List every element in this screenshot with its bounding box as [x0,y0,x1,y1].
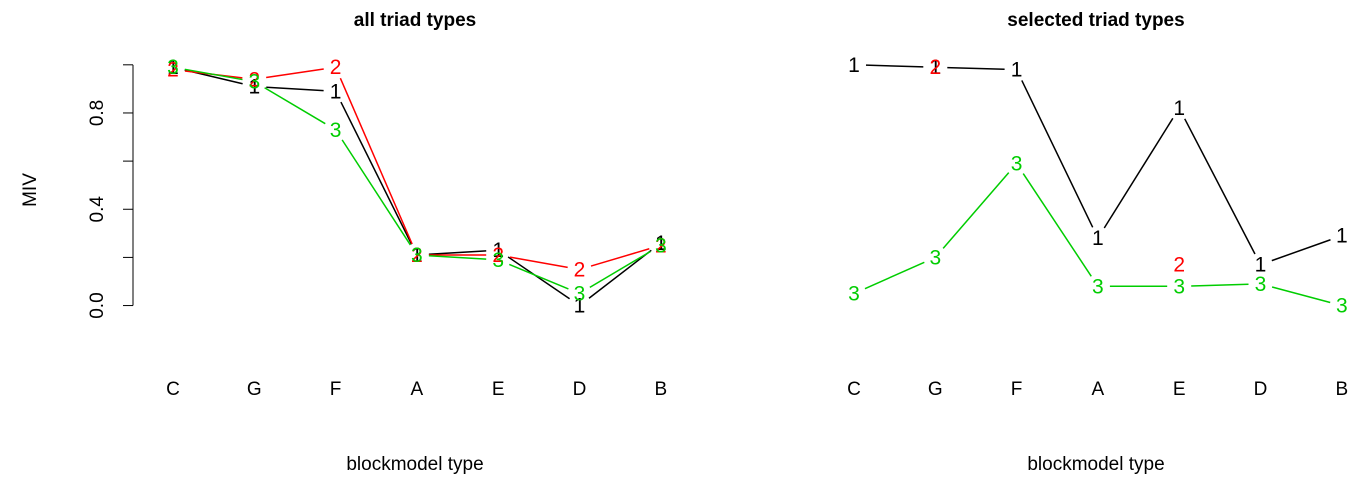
chart-panel-all-triad-types: all triad types blockmodel type MIV 0.00… [20,10,667,475]
data-point-2: 2 [574,258,586,281]
x-axis-label: blockmodel type [1027,454,1164,475]
data-point-1: 1 [248,75,260,98]
data-point-2: 2 [492,244,504,267]
data-point-1: 1 [1255,254,1267,277]
series-lines [864,64,1331,304]
data-point-3: 3 [1011,153,1023,176]
data-point-3: 3 [848,283,860,306]
data-point-2: 2 [655,234,667,257]
series-line-segment-1 [865,64,924,68]
x-tick-label: A [1092,379,1105,400]
data-point-3: 3 [167,56,179,79]
data-point-2: 2 [167,59,179,82]
chart-title: selected triad types [1007,10,1184,31]
data-point-1: 1 [1011,59,1023,82]
series-line-segment-3 [942,172,1010,249]
x-tick-label: C [166,379,180,400]
x-tick-label: C [847,379,861,400]
data-point-1: 1 [492,239,504,262]
series-line-segment-1 [588,249,652,299]
data-point-1: 1 [848,54,860,77]
data-point-1: 1 [411,244,423,267]
x-axis-label: blockmodel type [346,454,483,475]
series-line-segment-3 [1271,286,1331,304]
data-point-1: 1 [1173,97,1185,120]
series-line-segment-2 [590,248,650,267]
series-line-segment-3 [341,139,411,246]
series-line-segment-3 [428,254,487,260]
data-point-3: 3 [1255,273,1267,296]
x-tick-label: F [1011,379,1023,400]
data-point-2: 2 [330,56,342,79]
data-point-3: 3 [492,249,504,272]
series-line-segment-1 [266,86,324,92]
data-point-3: 3 [574,283,586,306]
data-point-3: 3 [655,234,667,257]
x-tick-label: D [573,379,587,400]
data-point-3: 3 [411,244,423,267]
data-point-1: 1 [655,232,667,255]
data-point-3: 3 [248,71,260,94]
x-tick-label: G [928,379,943,400]
series-line-segment-3 [589,250,651,289]
data-point-1: 1 [929,56,941,79]
series-line-segment-2 [509,256,568,269]
data-point-1: 1 [574,295,586,318]
data-point-2: 2 [1173,254,1185,277]
series-line-segment-2 [339,77,413,245]
y-tick-label: 0.0 [87,292,108,318]
series-line-segment-1 [507,256,571,300]
data-point-3: 3 [1173,275,1185,298]
series-line-segment-3 [1022,173,1092,277]
data-point-3: 3 [929,246,941,269]
chart-panel-selected-triad-types: selected triad types blockmodel type C G F… [847,10,1348,475]
series-line-segment-1 [340,101,413,245]
series-lines [184,68,652,300]
data-point-2: 2 [248,68,260,91]
y-axis-label: MIV [20,173,41,207]
y-tick-label: 0.8 [87,100,108,126]
y-axis: 0.0 0.4 0.8 [87,64,134,319]
series-line-segment-3 [508,263,569,290]
data-point-3: 3 [1336,295,1348,318]
series-line-segment-1 [1271,239,1331,262]
x-tick-label: F [330,379,342,400]
data-point-1: 1 [167,56,179,79]
x-tick-label: E [492,379,505,400]
y-tick-label: 0.4 [87,196,108,223]
series-line-segment-3 [184,68,243,81]
x-tick-label: G [247,379,262,400]
series-line-segment-1 [947,66,1005,71]
series-line-segment-3 [864,261,925,290]
data-point-1: 1 [330,80,342,103]
data-point-1: 1 [1336,225,1348,248]
x-tick-label: A [411,379,424,400]
x-tick-label: B [1335,379,1348,400]
data-point-3: 3 [330,119,342,142]
series-line-segment-1 [428,250,487,256]
data-point-2: 2 [411,244,423,267]
chart-title: all triad types [354,10,477,31]
series-line-segment-3 [1191,283,1249,287]
data-point-3: 3 [1092,275,1104,298]
data-point-1: 1 [1092,227,1104,250]
x-tick-label: D [1254,379,1268,400]
x-tick-label: B [654,379,667,400]
series-line-segment-1 [1021,80,1094,228]
x-tick-label: E [1173,379,1186,400]
series-line-segment-3 [264,87,326,125]
series-line-segment-1 [1184,118,1256,255]
series-line-segment-2 [266,68,324,79]
series-line-segment-1 [1103,117,1174,229]
data-point-2: 2 [929,56,941,79]
